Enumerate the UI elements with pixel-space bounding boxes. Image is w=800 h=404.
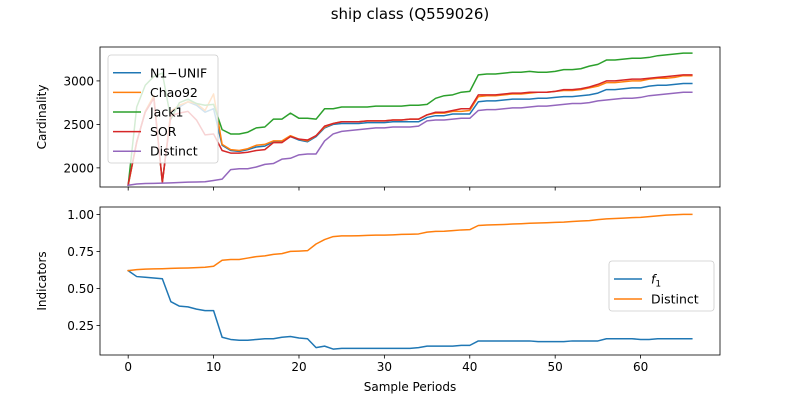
- legend-label-0: f1: [651, 272, 661, 290]
- y-axis-label: Indicators: [35, 251, 49, 310]
- bottom-panel-indicators: 0 10 20 30 40 50 60 0.25 0.50 0.75 1.00 Indicators S…: [35, 206, 721, 394]
- y-tick-label: 2500: [63, 118, 94, 132]
- x-tick-label: 30: [377, 360, 392, 374]
- series-line-1: [127, 213, 693, 272]
- top-panel-cardinality: 2000 2500 3000 Cardinality N1−UNIF Chao92 Jack…: [35, 46, 721, 191]
- x-tick-label: 60: [633, 360, 648, 374]
- y-tick-label: 0.25: [67, 319, 94, 333]
- axes-frame: [99, 46, 721, 188]
- series-line-2: [127, 52, 693, 187]
- axes-frame: [99, 206, 721, 356]
- legend-box: [107, 54, 219, 164]
- series-line-4: [127, 91, 693, 187]
- legend-label-3: SOR: [150, 124, 177, 139]
- legend: f1 Distinct: [608, 260, 715, 312]
- y-tick-label: 3000: [63, 74, 94, 88]
- legend-label-0: N1−UNIF: [150, 65, 207, 80]
- y-tick-label: 0.75: [67, 245, 94, 259]
- legend-label-1: Distinct: [651, 292, 699, 307]
- series-line-3: [127, 74, 693, 186]
- x-tick-label: 10: [206, 360, 221, 374]
- x-tick-label: 40: [462, 360, 477, 374]
- legend-label-1: Chao92: [150, 85, 198, 100]
- series-line-0: [127, 269, 693, 350]
- y-tick-label: 2000: [63, 161, 94, 175]
- x-tick-label: 20: [291, 360, 306, 374]
- x-axis-label: Sample Periods: [364, 380, 456, 394]
- figure-title: ship class (Q559026): [331, 5, 490, 23]
- x-tick-label: 50: [548, 360, 563, 374]
- x-tick-label: 0: [124, 360, 132, 374]
- y-tick-label: 0.50: [67, 282, 94, 296]
- legend: N1−UNIF Chao92 Jack1 SOR Distinct: [107, 54, 219, 164]
- legend-label-4: Distinct: [150, 144, 198, 159]
- legend-label-2: Jack1: [149, 105, 183, 120]
- y-axis-label: Cardinality: [35, 85, 49, 150]
- y-tick-label: 1.00: [67, 208, 94, 222]
